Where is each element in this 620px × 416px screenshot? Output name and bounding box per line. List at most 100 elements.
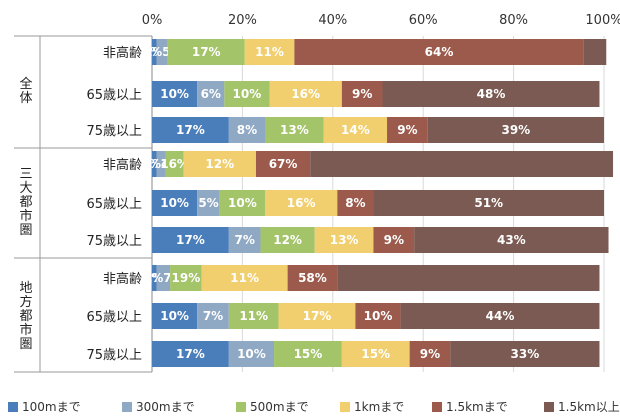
data-label: 7% [234, 233, 254, 247]
bar-segment [337, 265, 600, 291]
bar-segment [414, 227, 609, 253]
bar-segment [152, 39, 157, 65]
bar-segment [228, 117, 265, 143]
bar-segment [450, 341, 600, 367]
data-label: 48% [477, 87, 506, 101]
x-tick-label: 20% [228, 13, 257, 28]
data-label: 33% [511, 347, 540, 361]
data-label: 10% [233, 87, 262, 101]
bar-segment [294, 39, 584, 65]
group-label: 地方都市圏 [19, 281, 32, 352]
bar-segment [278, 303, 356, 329]
data-label: 16% [291, 87, 320, 101]
bar-segment [167, 39, 245, 65]
bar-segment [427, 117, 604, 143]
legend-swatch [236, 402, 246, 412]
bar-segment [152, 303, 198, 329]
data-label: 11% [239, 309, 268, 323]
bar-segment [152, 190, 198, 216]
data-label: 19% [172, 271, 201, 285]
legend-swatch [340, 402, 350, 412]
data-label: 11% [255, 45, 284, 59]
bar-segment [183, 151, 256, 177]
bar-segment [341, 81, 383, 107]
bar-segment [228, 227, 261, 253]
bars: 1%2%5% 17% 11% 64%10% 6% 10% 16% 9% 48%17% 8% 13% 1… [141, 39, 614, 367]
bar-segment [323, 117, 388, 143]
group-label: 全体 [19, 76, 32, 106]
bar-segment [314, 227, 374, 253]
bar-segment [269, 81, 342, 107]
category-label: 非高齢 [103, 271, 142, 287]
data-label: 9% [420, 347, 440, 361]
category-label: 非高齢 [103, 157, 142, 173]
x-tick-label: 40% [318, 13, 347, 28]
bar-segment [152, 151, 157, 177]
category-label: 75歳以上 [86, 348, 142, 363]
bar-segment [310, 151, 614, 177]
data-label: 67% [269, 157, 298, 171]
bar-segment [341, 341, 410, 367]
legend-swatch [544, 402, 554, 412]
data-label: 44% [486, 309, 515, 323]
data-label: 6% [201, 87, 221, 101]
bar-segment [156, 265, 171, 291]
data-label: 13% [280, 123, 309, 137]
bar-segment [260, 227, 315, 253]
bar-segment [400, 303, 600, 329]
data-label: 8% [345, 196, 365, 210]
data-label: 39% [501, 123, 530, 137]
bar-segment [382, 81, 600, 107]
legend-swatch [122, 402, 132, 412]
category-label: 65歳以上 [86, 310, 142, 325]
x-tick-label: 60% [409, 13, 438, 28]
bar-segment [152, 117, 229, 143]
bar-segment [228, 303, 279, 329]
bar-segment [265, 190, 338, 216]
category-label: 65歳以上 [86, 197, 142, 212]
legend-label: 100mまで [22, 400, 81, 414]
data-label: 17% [176, 123, 205, 137]
data-label: 17% [192, 45, 221, 59]
data-label: 9% [384, 233, 404, 247]
data-label: 10% [160, 87, 189, 101]
x-tick-label: 0% [142, 13, 163, 28]
bar-segment [228, 341, 275, 367]
bar-segment [387, 117, 428, 143]
category-label: 75歳以上 [86, 234, 142, 249]
data-label: 16% [160, 157, 189, 171]
bar-segment [337, 190, 374, 216]
bar-segment [201, 265, 288, 291]
data-label: 10% [364, 309, 393, 323]
legend-swatch [8, 402, 18, 412]
data-label: 58% [298, 271, 327, 285]
category-label: 75歳以上 [86, 124, 142, 139]
data-label: 15% [294, 347, 323, 361]
legend-label: 1.5km以上 [558, 400, 620, 414]
x-tick-label: 100% [585, 13, 620, 28]
bar-segment [265, 117, 324, 143]
bar-segment [165, 151, 184, 177]
bar-segment [156, 151, 166, 177]
bar-segment [152, 265, 157, 291]
legend: 100mまで 300mまで 500mまで 1kmまで 1.5kmまで 1.5km以上 [8, 400, 620, 414]
group-label: 三大都市圏 [19, 167, 32, 238]
data-label: 5% [198, 196, 218, 210]
data-label: 13% [330, 233, 359, 247]
data-label: 14% [341, 123, 370, 137]
data-label: 10% [160, 196, 189, 210]
data-label: 9% [352, 87, 372, 101]
bar-segment [156, 39, 168, 65]
legend-label: 500mまで [250, 400, 309, 414]
legend-label: 1.5kmまで [446, 400, 508, 414]
bar-segment [244, 39, 295, 65]
data-label: 17% [176, 233, 205, 247]
legend-label: 1kmまで [354, 400, 404, 414]
data-label: 17% [303, 309, 332, 323]
bar-segment [152, 227, 229, 253]
x-tick-label: 80% [499, 13, 528, 28]
data-label: 64% [425, 45, 454, 59]
bar-segment [274, 341, 342, 367]
